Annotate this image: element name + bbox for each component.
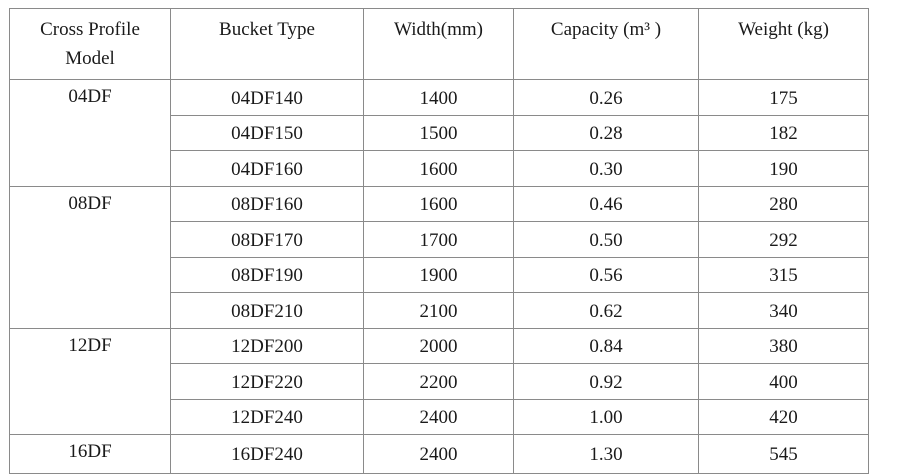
table-cell: 04DF160 [170,150,364,187]
table-cell: 12DF200 [170,327,364,364]
table-row: 08DF210 2100 0.62 340 [10,292,869,329]
table-cell: 0.92 [513,363,699,400]
table-cell: 545 [698,434,869,474]
table-cell: 0.56 [513,256,699,293]
model-cell: 12DF [9,327,171,435]
header-cell: Cross Profile Model [9,8,171,80]
table-row: 12DF240 2400 1.00 420 [10,398,869,435]
table-cell: 1700 [363,221,514,258]
table-row: 04DF160 1600 0.30 190 [10,150,869,187]
header-row: Cross Profile Model Bucket Type Width(mm… [9,8,869,80]
table-cell: 182 [698,114,869,151]
table-cell: 12DF220 [170,363,364,400]
table-cell: 0.30 [513,150,699,187]
table-cell: 0.26 [513,79,699,116]
model-cell: 08DF [9,185,171,329]
header-cell: Weight (kg) [698,8,869,80]
table-row: 04DF 04DF140 1400 0.26 175 [9,79,869,187]
table-cell: 1600 [363,150,514,187]
header-cell: Capacity (m³ ) [513,8,699,80]
table-cell: 420 [698,398,869,435]
table-cell: 1400 [363,79,514,116]
table-row: 08DF170 1700 0.50 292 [10,221,869,258]
table-cell: 0.62 [513,292,699,329]
table-cell: 190 [698,150,869,187]
table-cell: 400 [698,363,869,400]
table-cell: 1.30 [513,434,699,474]
table-cell: 0.28 [513,114,699,151]
table-body: 04DF 04DF140 1400 0.26 175 04DF150 1500 0.28 182… [9,79,869,474]
table-cell: 1900 [363,256,514,293]
table-cell: 12DF240 [170,398,364,435]
table-row: 16DF 16DF240 2400 1.30 545 [9,434,869,474]
table-cell: 08DF210 [170,292,364,329]
table-row: 12DF 12DF200 2000 0.84 380 [9,327,869,435]
table-cell: 04DF150 [170,114,364,151]
table-cell: 1500 [363,114,514,151]
table-cell: 16DF240 [170,434,364,474]
table-cell: 0.50 [513,221,699,258]
model-cell: 04DF [9,79,171,187]
table-cell: 175 [698,79,869,116]
table-cell: 280 [698,185,869,222]
table-cell: 2400 [363,398,514,435]
spec-table: Cross Profile Model Bucket Type Width(mm… [9,8,869,474]
table-cell: 04DF140 [170,79,364,116]
table-cell: 0.46 [513,185,699,222]
table-cell: 380 [698,327,869,364]
table-cell: 2100 [363,292,514,329]
table-cell: 340 [698,292,869,329]
table-cell: 1600 [363,185,514,222]
header-cell: Bucket Type [170,8,364,80]
table-row: 04DF150 1500 0.28 182 [10,114,869,151]
table-cell: 08DF190 [170,256,364,293]
table-cell: 08DF160 [170,185,364,222]
table-row: 12DF220 2200 0.92 400 [10,363,869,400]
table-cell: 2200 [363,363,514,400]
table-cell: 2400 [363,434,514,474]
header-cell: Width(mm) [363,8,514,80]
table-cell: 2000 [363,327,514,364]
table-cell: 292 [698,221,869,258]
table-cell: 0.84 [513,327,699,364]
model-cell: 16DF [9,434,171,474]
table-row: 08DF 08DF160 1600 0.46 280 [9,185,869,329]
table-cell: 1.00 [513,398,699,435]
table-cell: 315 [698,256,869,293]
table-row: 08DF190 1900 0.56 315 [10,256,869,293]
table-cell: 08DF170 [170,221,364,258]
page: Cross Profile Model Bucket Type Width(mm… [9,8,869,474]
